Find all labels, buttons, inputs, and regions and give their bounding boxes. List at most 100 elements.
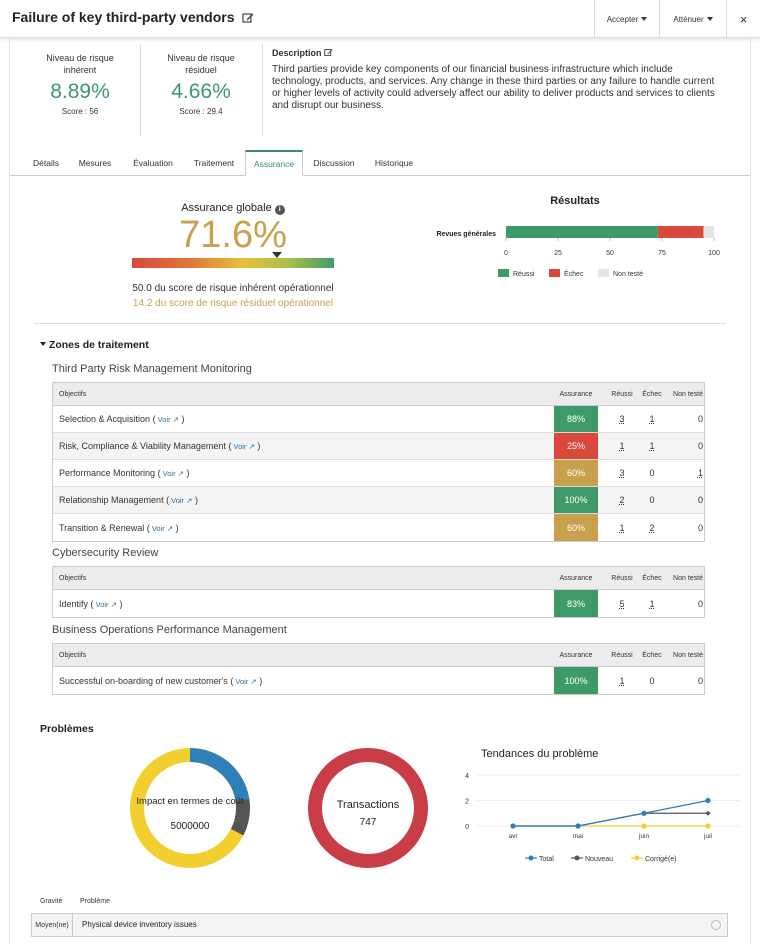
assurance-badge: 25% xyxy=(554,433,598,459)
voir-link[interactable]: ( Voir ↗ ) xyxy=(230,675,263,686)
non-teste-cell: 1 xyxy=(663,460,703,486)
voir-link[interactable]: ( Voir ↗ ) xyxy=(228,441,261,451)
residual-label-1: Niveau de risque xyxy=(167,53,235,63)
tab-history[interactable]: Historique xyxy=(374,158,414,168)
cost-label: Impact en termes de coût xyxy=(136,796,244,807)
transactions-donut[interactable] xyxy=(306,746,430,870)
count-link[interactable]: 2 xyxy=(619,495,625,505)
tab-assurance[interactable]: Assurance xyxy=(245,150,303,176)
description-block: Description Third parties provide key co… xyxy=(272,48,722,112)
data-point[interactable] xyxy=(705,797,711,804)
reussi-cell: 2 xyxy=(603,487,641,513)
header: Failure of key third-party vendors Accep… xyxy=(0,0,760,38)
col-reussi: Réussi xyxy=(611,651,633,659)
tab-discussion[interactable]: Discussion xyxy=(313,158,355,168)
objective-name: Identify ( Voir ↗ ) xyxy=(59,590,122,617)
objective-label: Performance Monitoring xyxy=(59,468,156,478)
group-title: Cybersecurity Review xyxy=(52,547,159,559)
count-link[interactable]: 1 xyxy=(649,414,655,424)
residual-score: Score : 29.4 xyxy=(179,107,223,116)
voir-link[interactable]: ( Voir ↗ ) xyxy=(152,414,185,424)
transactions-value: 747 xyxy=(359,817,377,828)
tab-evaluation[interactable]: Évaluation xyxy=(133,158,173,168)
close-button[interactable]: × xyxy=(726,0,760,38)
x-tick-label: 100 xyxy=(708,250,720,257)
close-icon: × xyxy=(739,11,748,27)
data-point[interactable] xyxy=(575,823,581,829)
info-icon[interactable]: i xyxy=(274,205,285,215)
cost-donut[interactable] xyxy=(128,746,252,870)
reussi-cell: 3 xyxy=(603,406,641,432)
attenuate-button[interactable]: Atténuer xyxy=(659,0,726,38)
count-link[interactable]: 1 xyxy=(619,522,625,533)
tab-details[interactable]: Détails xyxy=(33,158,59,168)
count-link[interactable]: 1 xyxy=(649,598,655,609)
data-point[interactable] xyxy=(510,823,516,829)
data-point[interactable] xyxy=(641,823,647,829)
edit-icon[interactable] xyxy=(242,12,254,24)
x-tick-label: mai xyxy=(573,833,583,840)
assurance-value: 71.6% xyxy=(179,214,287,256)
non-teste-cell: 0 xyxy=(663,590,703,617)
count-link[interactable]: 1 xyxy=(697,468,703,478)
title-text: Failure of key third-party vendors xyxy=(12,9,235,25)
table-header: Objectifs Assurance Réussi Échec Non testé xyxy=(53,644,704,667)
tab-measures[interactable]: Mesures xyxy=(78,158,112,168)
table-row: Performance Monitoring ( Voir ↗ ) 60% 3 0 1 xyxy=(53,460,704,487)
assurance-badge: 100% xyxy=(554,667,598,694)
col-echec: Échec xyxy=(642,574,662,582)
echec-cell: 1 xyxy=(633,406,671,432)
zones-header[interactable]: Zones de traitement xyxy=(40,339,149,351)
non-teste-cell: 0 xyxy=(663,406,703,432)
tab-treatment[interactable]: Traitement xyxy=(193,158,235,168)
divider xyxy=(140,44,141,136)
assurance-badge: 60% xyxy=(554,460,598,486)
data-point[interactable] xyxy=(641,810,647,816)
legend-label: Non testé xyxy=(613,271,643,278)
edit-icon[interactable] xyxy=(324,48,333,57)
count-link[interactable]: 3 xyxy=(619,414,625,424)
count-link[interactable]: 1 xyxy=(649,441,655,451)
objective-label: Selection & Acquisition xyxy=(59,414,151,424)
reussi-cell: 5 xyxy=(603,590,641,617)
bar--chec[interactable] xyxy=(657,226,704,238)
expand-icon[interactable] xyxy=(711,920,721,930)
count-value: 0 xyxy=(649,675,655,686)
legend-label: Réussi xyxy=(513,271,535,278)
gauge-marker-icon xyxy=(271,252,282,258)
voir-link[interactable]: ( Voir ↗ ) xyxy=(90,598,123,609)
bar-r-ussi[interactable] xyxy=(506,226,658,238)
col-assurance: Assurance xyxy=(559,574,593,582)
legend-swatch xyxy=(549,269,560,277)
severity-cell: Moyen(ne) xyxy=(32,914,73,936)
non-teste-cell: 0 xyxy=(663,487,703,513)
count-link[interactable]: 3 xyxy=(619,468,625,478)
data-point[interactable] xyxy=(705,823,711,829)
assurance-badge: 60% xyxy=(554,514,598,541)
table-row[interactable]: Moyen(ne) Physical device inventory issu… xyxy=(31,913,728,937)
x-tick-label: 25 xyxy=(554,250,562,257)
legend-marker xyxy=(528,855,534,861)
count-link[interactable]: 5 xyxy=(619,598,625,609)
assurance-badge: 88% xyxy=(554,406,598,432)
count-link[interactable]: 1 xyxy=(619,441,625,451)
accept-button[interactable]: Accepter xyxy=(594,0,659,38)
count-link[interactable]: 1 xyxy=(619,675,625,686)
non-teste-cell: 0 xyxy=(663,433,703,459)
voir-link[interactable]: ( Voir ↗ ) xyxy=(166,495,198,505)
objective-label: Identify xyxy=(59,598,89,609)
objectives-table: Objectifs Assurance Réussi Échec Non testé Su… xyxy=(52,643,705,695)
voir-link[interactable]: ( Voir ↗ ) xyxy=(157,468,190,478)
description-title-text: Description xyxy=(272,48,322,58)
transactions-label: Transactions xyxy=(336,799,400,811)
description-title: Description xyxy=(272,48,722,58)
bar-non-test-[interactable] xyxy=(703,226,714,238)
echec-cell: 0 xyxy=(633,667,671,694)
count-link[interactable]: 2 xyxy=(649,522,655,533)
results-title: Résultats xyxy=(550,195,600,207)
reussi-cell: 1 xyxy=(603,433,641,459)
results-category-label: Revues générales xyxy=(436,231,496,238)
zones-title: Zones de traitement xyxy=(48,339,149,351)
data-point[interactable] xyxy=(705,810,711,816)
voir-link[interactable]: ( Voir ↗ ) xyxy=(146,522,179,533)
